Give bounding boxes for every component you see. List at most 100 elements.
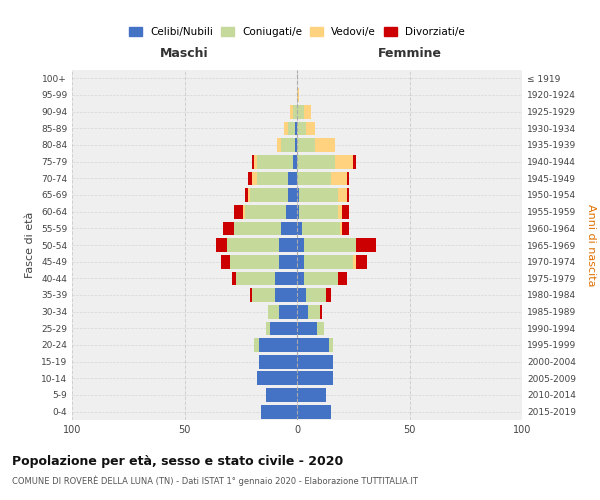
Bar <box>340 222 342 235</box>
Bar <box>306 122 315 135</box>
Bar <box>250 188 288 202</box>
Text: COMUNE DI ROVERÈ DELLA LUNA (TN) - Dati ISTAT 1° gennaio 2020 - Elaborazione TUT: COMUNE DI ROVERÈ DELLA LUNA (TN) - Dati … <box>12 475 418 486</box>
Text: Femmine: Femmine <box>377 47 442 60</box>
Bar <box>254 338 259 352</box>
Bar <box>279 305 297 318</box>
Y-axis label: Anni di nascita: Anni di nascita <box>586 204 596 286</box>
Bar <box>288 122 295 135</box>
Bar <box>265 388 297 402</box>
Bar <box>297 238 304 252</box>
Bar <box>353 255 355 268</box>
Bar <box>342 222 349 235</box>
Bar <box>250 288 252 302</box>
Bar <box>315 138 335 152</box>
Bar <box>347 188 349 202</box>
Bar <box>286 205 297 218</box>
Bar <box>293 155 297 168</box>
Bar <box>297 305 308 318</box>
Y-axis label: Fasce di età: Fasce di età <box>25 212 35 278</box>
Bar <box>234 222 281 235</box>
Bar <box>297 172 331 185</box>
Bar <box>245 205 286 218</box>
Bar <box>293 105 297 118</box>
Bar <box>297 338 329 352</box>
Bar <box>297 222 302 235</box>
Bar <box>337 205 342 218</box>
Bar <box>317 322 324 335</box>
Bar <box>281 138 295 152</box>
Bar <box>254 155 257 168</box>
Bar <box>259 355 297 368</box>
Bar <box>257 372 297 385</box>
Bar <box>308 305 320 318</box>
Bar <box>259 338 297 352</box>
Bar <box>297 372 333 385</box>
Bar <box>335 155 353 168</box>
Bar <box>297 105 304 118</box>
Bar <box>284 122 288 135</box>
Bar <box>248 172 252 185</box>
Bar <box>265 322 270 335</box>
Bar <box>290 105 293 118</box>
Bar <box>297 272 304 285</box>
Bar <box>252 288 275 302</box>
Bar <box>347 172 349 185</box>
Bar <box>279 238 297 252</box>
Bar <box>302 222 340 235</box>
Bar <box>221 255 229 268</box>
Bar <box>353 155 355 168</box>
Bar <box>306 288 326 302</box>
Bar <box>304 238 355 252</box>
Bar <box>270 322 297 335</box>
Bar <box>297 288 306 302</box>
Bar <box>232 272 236 285</box>
Legend: Celibi/Nubili, Coniugati/e, Vedovi/e, Divorziati/e: Celibi/Nubili, Coniugati/e, Vedovi/e, Di… <box>125 22 469 42</box>
Bar <box>342 205 349 218</box>
Bar <box>275 288 297 302</box>
Bar <box>337 188 347 202</box>
Bar <box>304 255 353 268</box>
Bar <box>297 405 331 418</box>
Bar <box>297 255 304 268</box>
Bar <box>252 155 254 168</box>
Bar <box>245 188 248 202</box>
Bar <box>243 205 245 218</box>
Bar <box>261 405 297 418</box>
Bar <box>331 172 347 185</box>
Bar <box>236 272 275 285</box>
Bar <box>275 272 297 285</box>
Bar <box>355 255 367 268</box>
Bar <box>268 305 279 318</box>
Bar <box>216 238 227 252</box>
Bar <box>297 322 317 335</box>
Bar <box>326 288 331 302</box>
Bar <box>355 238 376 252</box>
Bar <box>223 222 234 235</box>
Bar <box>297 355 333 368</box>
Bar <box>297 88 299 102</box>
Bar <box>288 188 297 202</box>
Bar <box>320 305 322 318</box>
Bar <box>297 188 299 202</box>
Bar <box>295 138 297 152</box>
Bar <box>297 138 315 152</box>
Bar <box>277 138 281 152</box>
Bar <box>329 338 333 352</box>
Bar <box>234 205 243 218</box>
Bar <box>288 172 297 185</box>
Bar <box>229 255 279 268</box>
Bar <box>297 205 299 218</box>
Bar <box>304 272 337 285</box>
Text: Popolazione per età, sesso e stato civile - 2020: Popolazione per età, sesso e stato civil… <box>12 455 343 468</box>
Bar <box>252 172 257 185</box>
Bar <box>227 238 279 252</box>
Bar <box>257 172 288 185</box>
Bar <box>304 105 311 118</box>
Bar <box>297 388 326 402</box>
Bar <box>295 122 297 135</box>
Bar <box>257 155 293 168</box>
Bar <box>299 188 337 202</box>
Bar <box>299 205 337 218</box>
Bar <box>281 222 297 235</box>
Bar <box>248 188 250 202</box>
